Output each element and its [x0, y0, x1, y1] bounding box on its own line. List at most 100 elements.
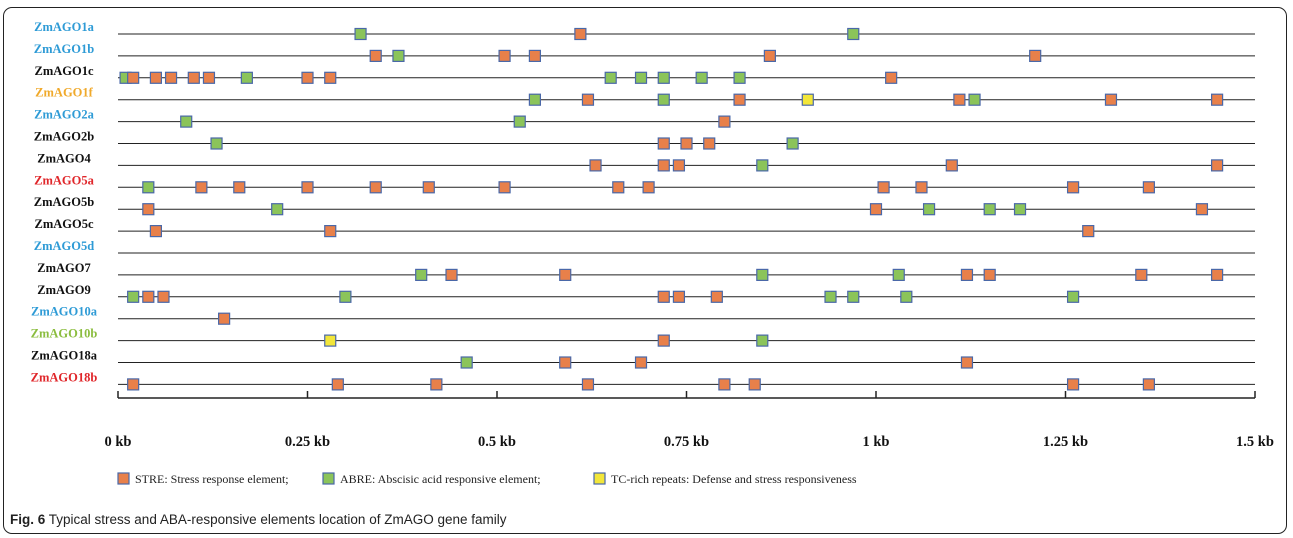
gene-label: ZmAGO5b	[34, 195, 94, 209]
element-stre-box	[718, 115, 731, 128]
gene-row-ZmAGO18a: ZmAGO18a	[31, 349, 1255, 369]
gene-row-ZmAGO2b: ZmAGO2b	[34, 130, 1255, 150]
element-stre-box	[710, 290, 723, 303]
element-abre-box	[1013, 203, 1027, 216]
element-stre-box	[301, 181, 314, 194]
element-abre-box	[847, 290, 860, 303]
element-stre-box	[1135, 268, 1148, 281]
legend-label: TC-rich repeats: Defense and stress resp…	[611, 472, 857, 486]
gene-row-ZmAGO1f: ZmAGO1f	[35, 86, 1255, 106]
axis-tick-label: 0 kb	[104, 434, 131, 450]
element-stre-box	[157, 290, 170, 303]
gene-row-ZmAGO18b: ZmAGO18b	[31, 370, 1255, 391]
element-stre-box	[422, 181, 435, 194]
element-abre-box	[900, 290, 913, 303]
element-stre-box	[915, 181, 928, 194]
gene-label: ZmAGO2a	[34, 108, 94, 122]
element-stre-box	[1210, 159, 1224, 172]
gene-label: ZmAGO1a	[34, 20, 94, 34]
element-stre-box	[877, 181, 890, 194]
gene-label: ZmAGO10a	[31, 305, 98, 319]
element-stre-box	[763, 49, 776, 63]
element-abre-box	[127, 290, 140, 303]
gene-label: ZmAGO5a	[34, 173, 94, 187]
element-abre-box	[339, 290, 352, 303]
element-stre-box	[498, 49, 511, 63]
element-abre-box	[460, 356, 473, 369]
element-stre-box	[445, 268, 458, 281]
element-tc-box	[324, 334, 337, 347]
element-stre-box	[149, 71, 162, 84]
axis-tick-label: 0.5 kb	[478, 434, 516, 450]
element-stre-box	[430, 378, 443, 391]
element-abre-box	[695, 71, 708, 84]
gene-row-ZmAGO5a: ZmAGO5a	[34, 173, 1255, 194]
element-abre-box	[210, 137, 223, 150]
gene-label: ZmAGO7	[37, 261, 90, 275]
gene-row-ZmAGO10b: ZmAGO10b	[31, 327, 1255, 347]
element-stre-box	[559, 268, 572, 281]
gene-row-ZmAGO1c: ZmAGO1c	[34, 64, 1255, 84]
element-stre-box	[703, 137, 716, 150]
element-stre-box	[983, 268, 996, 281]
element-location-diagram: ZmAGO1a ZmAGO1b ZmAGO1c ZmAGO1f ZmAGO2a ZmAGO…	[31, 20, 1274, 486]
gene-label: ZmAGO18b	[31, 370, 98, 384]
element-stre-box	[1210, 93, 1224, 106]
element-stre-box	[1142, 181, 1155, 194]
element-abre-box	[513, 115, 526, 128]
element-stre-box	[218, 312, 231, 325]
gene-label: ZmAGO10b	[31, 327, 98, 341]
element-stre-box	[748, 378, 761, 391]
gene-label: ZmAGO5d	[34, 239, 94, 253]
element-abre-box	[142, 181, 155, 194]
element-stre-box	[1210, 268, 1224, 281]
element-abre-box	[354, 27, 367, 41]
element-abre-box	[847, 27, 860, 41]
element-abre-box	[786, 137, 799, 150]
element-stre-box	[718, 378, 731, 391]
element-abre-box	[392, 49, 405, 63]
axis-tick-label: 0.75 kb	[664, 434, 709, 450]
element-stre-box	[195, 181, 208, 194]
element-stre-box	[324, 71, 337, 84]
axis-tick-label: 1.5 kb	[1236, 434, 1274, 450]
gene-label: ZmAGO5c	[34, 217, 93, 231]
gene-label: ZmAGO9	[37, 283, 90, 297]
axis-tick-label: 1 kb	[862, 434, 889, 450]
gene-row-ZmAGO5d: ZmAGO5d	[34, 239, 1255, 254]
element-abre-box	[180, 115, 193, 128]
legend-swatch-tc	[593, 472, 606, 485]
element-stre-box	[1029, 49, 1042, 63]
element-stre-box	[498, 181, 511, 194]
gene-label: ZmAGO2b	[34, 130, 94, 144]
axis-tick-label: 0.25 kb	[285, 434, 330, 450]
caption-text: Typical stress and ABA-responsive elemen…	[48, 512, 507, 527]
element-stre-box	[733, 93, 746, 106]
legend-label: STRE: Stress response element;	[135, 472, 289, 486]
element-abre-box	[528, 93, 542, 106]
element-abre-box	[983, 203, 996, 216]
element-stre-box	[369, 49, 382, 63]
gene-row-ZmAGO5b: ZmAGO5b	[34, 195, 1255, 216]
element-abre-box	[824, 290, 837, 303]
element-tc-box	[801, 93, 814, 106]
element-abre-box	[733, 71, 746, 84]
element-abre-box	[968, 93, 981, 106]
element-abre-box	[657, 93, 670, 106]
element-stre-box	[885, 71, 898, 84]
element-abre-box	[892, 268, 905, 281]
element-stre-box	[642, 181, 655, 194]
element-stre-box	[672, 290, 686, 303]
element-stre-box	[657, 137, 670, 150]
element-stre-box	[142, 203, 155, 216]
element-stre-box	[680, 137, 693, 150]
element-abre-box	[657, 71, 670, 84]
element-stre-box	[1066, 378, 1080, 391]
element-stre-box	[142, 290, 155, 303]
element-abre-box	[271, 203, 284, 216]
gene-row-ZmAGO4: ZmAGO4	[37, 151, 1255, 172]
element-abre-box	[756, 334, 769, 347]
element-stre-box	[149, 225, 162, 238]
element-stre-box	[1082, 225, 1095, 238]
element-abre-box	[756, 268, 769, 281]
